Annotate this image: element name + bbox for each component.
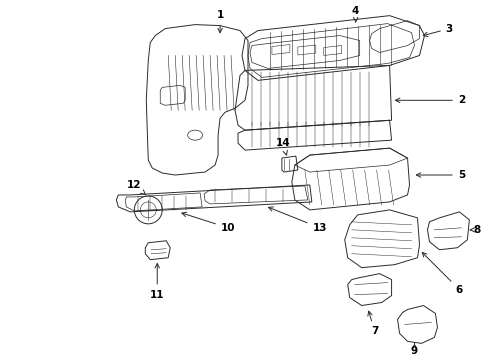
Text: 7: 7 (368, 311, 378, 336)
Text: 13: 13 (269, 207, 327, 233)
Text: 14: 14 (275, 138, 290, 155)
Text: 5: 5 (416, 170, 465, 180)
Text: 1: 1 (217, 10, 224, 33)
Text: 10: 10 (182, 212, 235, 233)
Text: 6: 6 (422, 252, 463, 294)
Text: 2: 2 (395, 95, 465, 105)
Text: 4: 4 (352, 6, 359, 22)
Text: 12: 12 (127, 180, 146, 195)
Text: 8: 8 (470, 225, 481, 235)
Text: 11: 11 (150, 264, 165, 300)
Text: 3: 3 (423, 24, 453, 37)
Text: 9: 9 (411, 343, 418, 356)
